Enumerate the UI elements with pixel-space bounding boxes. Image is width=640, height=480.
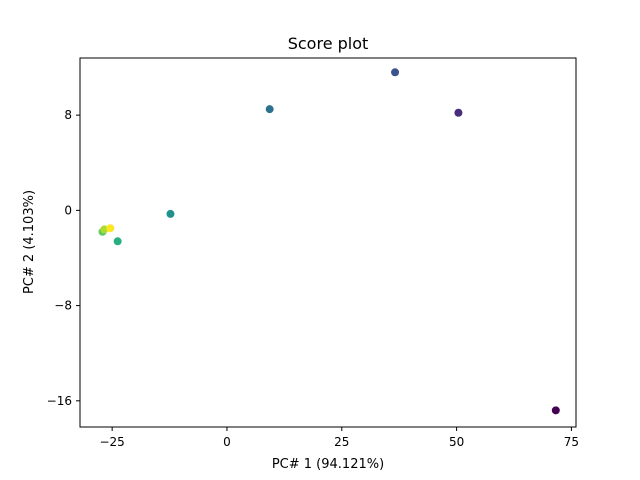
- scatter-point: [454, 108, 463, 117]
- scatter-point: [265, 105, 274, 114]
- scatter-point: [551, 406, 560, 415]
- x-tick-label: 50: [449, 435, 464, 449]
- scatter-point: [391, 68, 400, 77]
- x-tick-label: 25: [334, 435, 349, 449]
- y-tick-label: 0: [64, 203, 72, 217]
- plot-area: [79, 57, 577, 428]
- y-tick-label: −16: [47, 394, 72, 408]
- scatter-point: [166, 209, 175, 218]
- x-axis-label: PC# 1 (94.121%): [272, 457, 384, 472]
- y-axis-ticks: 8 0 −8 −16: [47, 108, 80, 408]
- x-tick-label: −25: [99, 435, 124, 449]
- scatter-point: [113, 237, 122, 246]
- y-tick-label: −8: [54, 299, 72, 313]
- data-points: [98, 68, 560, 415]
- chart-title: Score plot: [288, 34, 369, 53]
- x-tick-label: 0: [223, 435, 231, 449]
- x-axis-ticks: −25 0 25 50 75: [99, 427, 579, 449]
- y-axis-label: PC# 2 (4.103%): [22, 190, 37, 294]
- scatter-point: [106, 224, 115, 233]
- scatter-point: [100, 225, 109, 234]
- x-tick-label: 75: [564, 435, 579, 449]
- y-tick-label: 8: [64, 108, 72, 122]
